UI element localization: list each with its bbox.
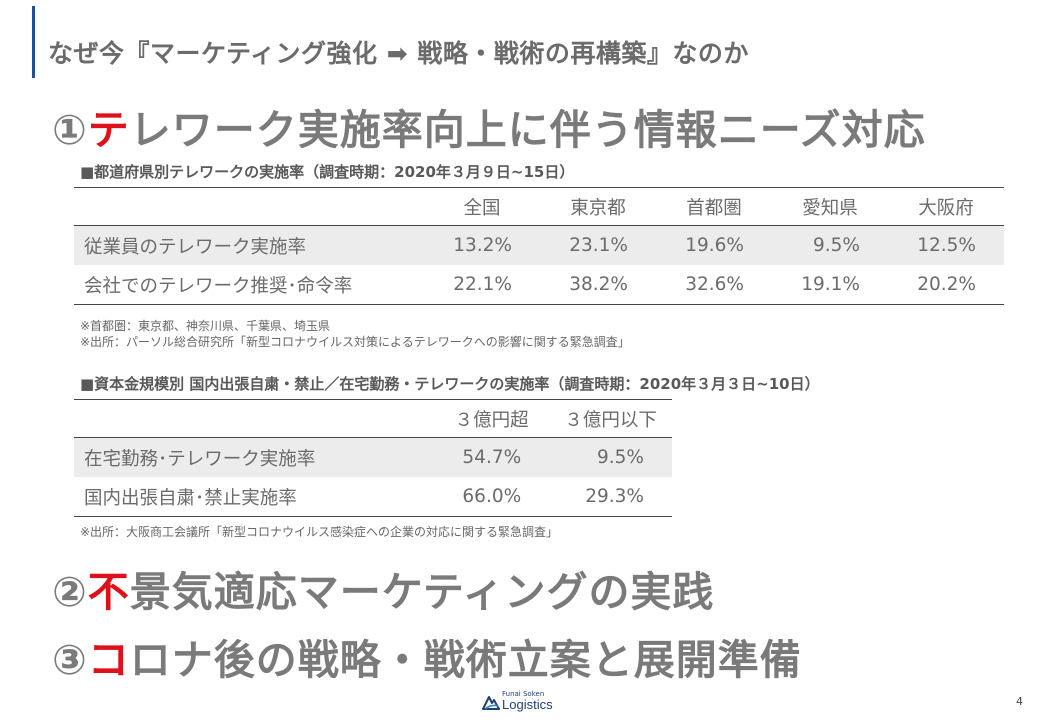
heading-accent-char: コ [87, 636, 130, 684]
table-cell: 19.1% [801, 274, 860, 295]
table1-caption: ■都道府県別テレワークの実施率（調査時期：2020年３月９日~15日） [80, 163, 575, 181]
page-number: 4 [1016, 695, 1023, 708]
heading-number: ③ [52, 636, 88, 684]
table-cell: 29.3% [585, 486, 644, 507]
heading-text: 景気適応マーケティングの実践 [129, 568, 715, 616]
table-cell: 13.2% [453, 235, 512, 256]
heading-text: ロナ後の戦略・戦術立案と展開準備 [129, 636, 802, 684]
table-cell: 38.2% [569, 274, 628, 295]
page-title: なぜ今『マーケティング強化 ➡ 戦略・戦術の再構築』なのか [48, 39, 749, 68]
heading-number: ① [52, 106, 88, 154]
logo-company-main: Logistics [502, 697, 553, 712]
table-row: 在宅勤務･テレワーク実施率 54.7% 9.5% [74, 437, 672, 477]
table-header-cell: ３億円超 [434, 399, 550, 438]
table-header-cell: 愛知県 [772, 187, 888, 226]
table-cell: 54.7% [462, 447, 522, 468]
table-cell: 32.6% [685, 274, 744, 295]
table1-note: ※首都圏：東京都、神奈川県、千葉県、埼玉県 [80, 319, 331, 333]
table-header-row: 全国 東京都 首都圏 愛知県 大阪府 [74, 187, 1004, 226]
table-cell: 9.5% [813, 235, 860, 256]
heading-telework: ①テレワーク実施率向上に伴う情報ニーズ対応 [52, 96, 926, 156]
table-row: 従業員のテレワーク実施率 13.2% 23.1% 19.6% 9.5% 12.5… [74, 225, 1004, 265]
row-label: 在宅勤務･テレワーク実施率 [84, 448, 316, 470]
table-header-row: ３億円超 ３億円以下 [74, 399, 672, 438]
table-header-cell: 全国 [424, 187, 540, 226]
table-header-cell: ３億円以下 [549, 399, 672, 438]
table-cell: 22.1% [453, 274, 512, 295]
table2-source: ※出所：大阪商工会議所「新型コロナウイルス感染症への企業の対応に関する緊急調査」 [80, 525, 559, 539]
telework-by-prefecture-table: 全国 東京都 首都圏 愛知県 大阪府 従業員のテレワーク実施率 13.2% 23… [74, 187, 1004, 305]
table2-caption: ■資本金規模別 国内出張自粛・禁止／在宅勤務・テレワークの実施率（調査時期：20… [80, 375, 820, 393]
table-header-cell [74, 399, 434, 438]
funai-logistics-logo: Funai Soken Logistics [482, 688, 572, 714]
heading-accent-char: 不 [87, 568, 130, 616]
row-label: 従業員のテレワーク実施率 [84, 236, 307, 258]
table-header-cell: 首都圏 [656, 187, 772, 226]
row-label: 国内出張自粛･禁止実施率 [84, 487, 297, 509]
title-accent-bar [32, 6, 35, 78]
heading-number: ② [52, 568, 88, 616]
table-header-cell: 大阪府 [888, 187, 1004, 226]
table1-source: ※出所：パーソル総合研究所「新型コロナウイルス対策によるテレワークへの影響に関す… [80, 335, 630, 349]
heading-text: レワーク実施率向上に伴う情報ニーズ対応 [129, 106, 926, 154]
table-cell: 23.1% [569, 235, 628, 256]
table-header-cell [74, 187, 424, 226]
heading-recession-marketing: ②不景気適応マーケティングの実践 [52, 558, 714, 618]
logo-company-small: Funai Soken [502, 690, 545, 698]
heading-post-corona-strategy: ③コロナ後の戦略・戦術立案と展開準備 [52, 626, 802, 686]
table-header-cell: 東京都 [540, 187, 656, 226]
table-cell: 19.6% [685, 235, 744, 256]
table-cell: 20.2% [917, 274, 976, 295]
table-cell: 12.5% [917, 235, 976, 256]
funai-wave-logo-icon [482, 696, 500, 710]
row-label: 会社でのテレワーク推奨･命令率 [84, 275, 353, 297]
table-cell: 9.5% [597, 447, 644, 468]
table-cell: 66.0% [462, 486, 522, 507]
table-row: 国内出張自粛･禁止実施率 66.0% 29.3% [74, 477, 672, 517]
table-row: 会社でのテレワーク推奨･命令率 22.1% 38.2% 32.6% 19.1% … [74, 265, 1004, 305]
heading-accent-char: テ [87, 106, 130, 154]
telework-by-capital-table: ３億円超 ３億円以下 在宅勤務･テレワーク実施率 54.7% 9.5% 国内出張… [74, 399, 672, 517]
